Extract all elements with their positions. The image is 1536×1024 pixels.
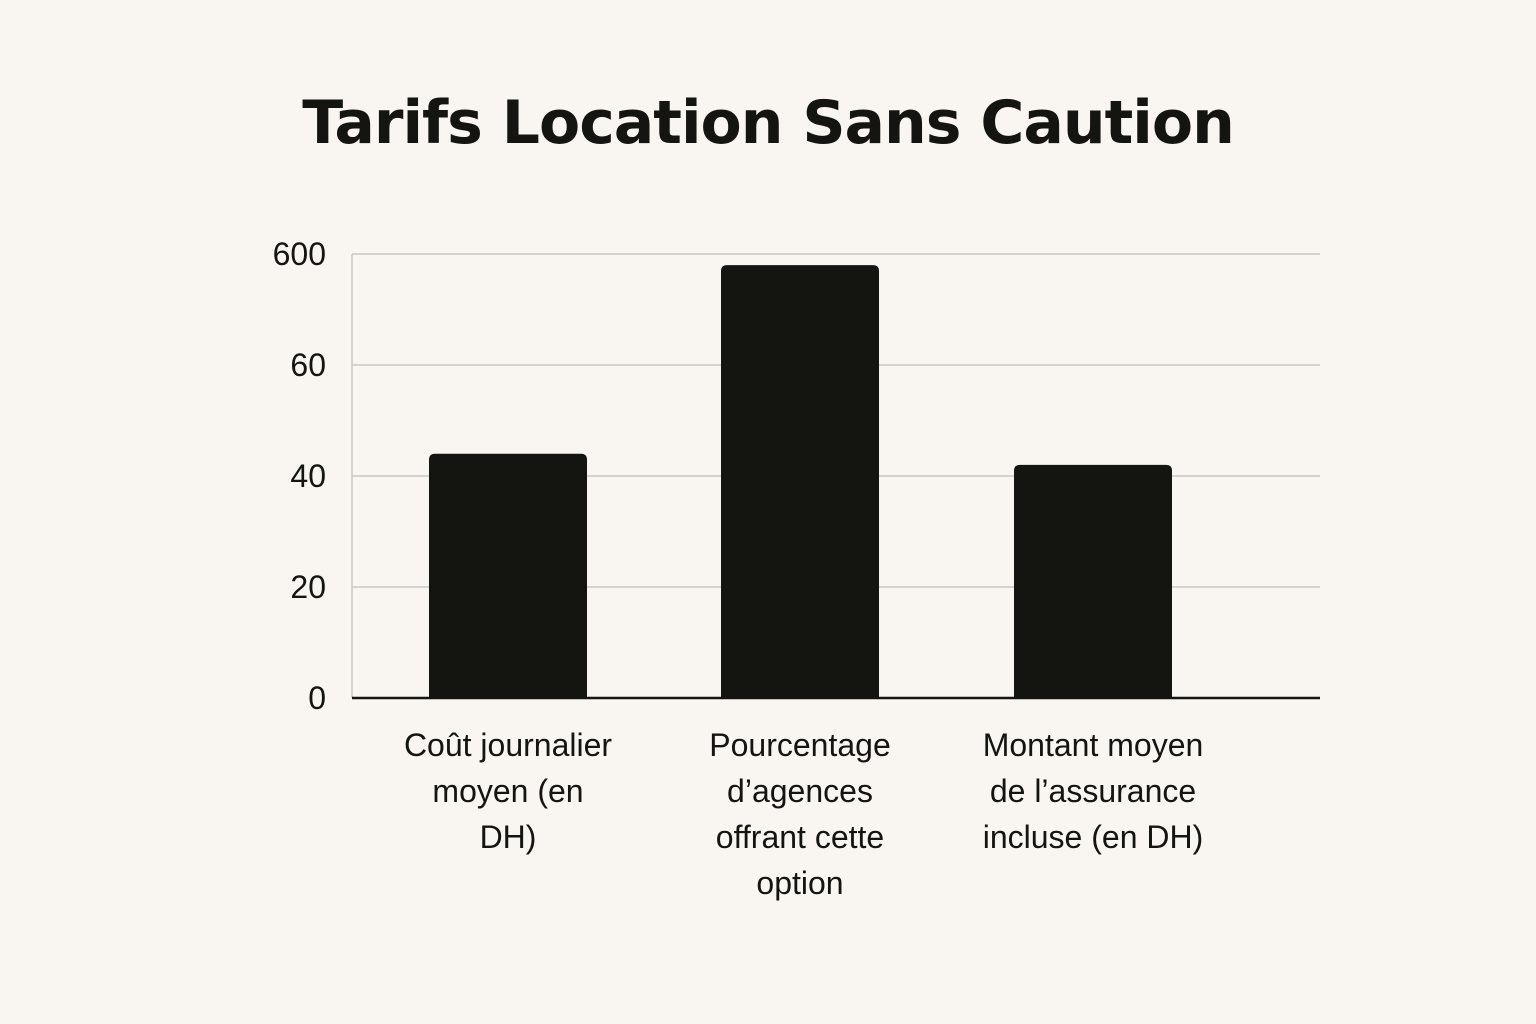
bar: [721, 265, 879, 698]
x-category-label-line: d’agences: [727, 773, 873, 809]
x-category-label-line: option: [756, 865, 844, 901]
chart-title: Tarifs Location Sans Caution: [302, 88, 1235, 158]
bar: [1014, 464, 1172, 698]
x-category-label-line: Montant moyen: [982, 727, 1204, 763]
x-category-label: Coût journalier moyen (en DH): [368, 722, 648, 860]
x-category-label-line: Coût journalier: [403, 727, 613, 763]
bar: [429, 453, 587, 698]
x-category-label-line: incluse (en DH): [982, 819, 1204, 855]
x-category-label-line: DH): [479, 819, 537, 855]
x-category-label-line: de l’assurance: [989, 773, 1197, 809]
x-category-label: Pourcentage d’agences offrant cette option: [660, 722, 940, 906]
y-tick-label: 600: [273, 236, 326, 272]
x-category-label-line: Pourcentage: [709, 727, 891, 763]
x-category-label-line: offrant cette: [715, 819, 885, 855]
y-tick-label: 60: [290, 347, 326, 383]
y-tick-label: 40: [290, 458, 326, 494]
x-category-label: Montant moyen de l’assurance incluse (en D…: [953, 722, 1233, 860]
x-category-label-line: moyen (en: [432, 773, 584, 809]
y-tick-label: 0: [308, 680, 326, 716]
y-tick-label: 20: [290, 569, 326, 605]
